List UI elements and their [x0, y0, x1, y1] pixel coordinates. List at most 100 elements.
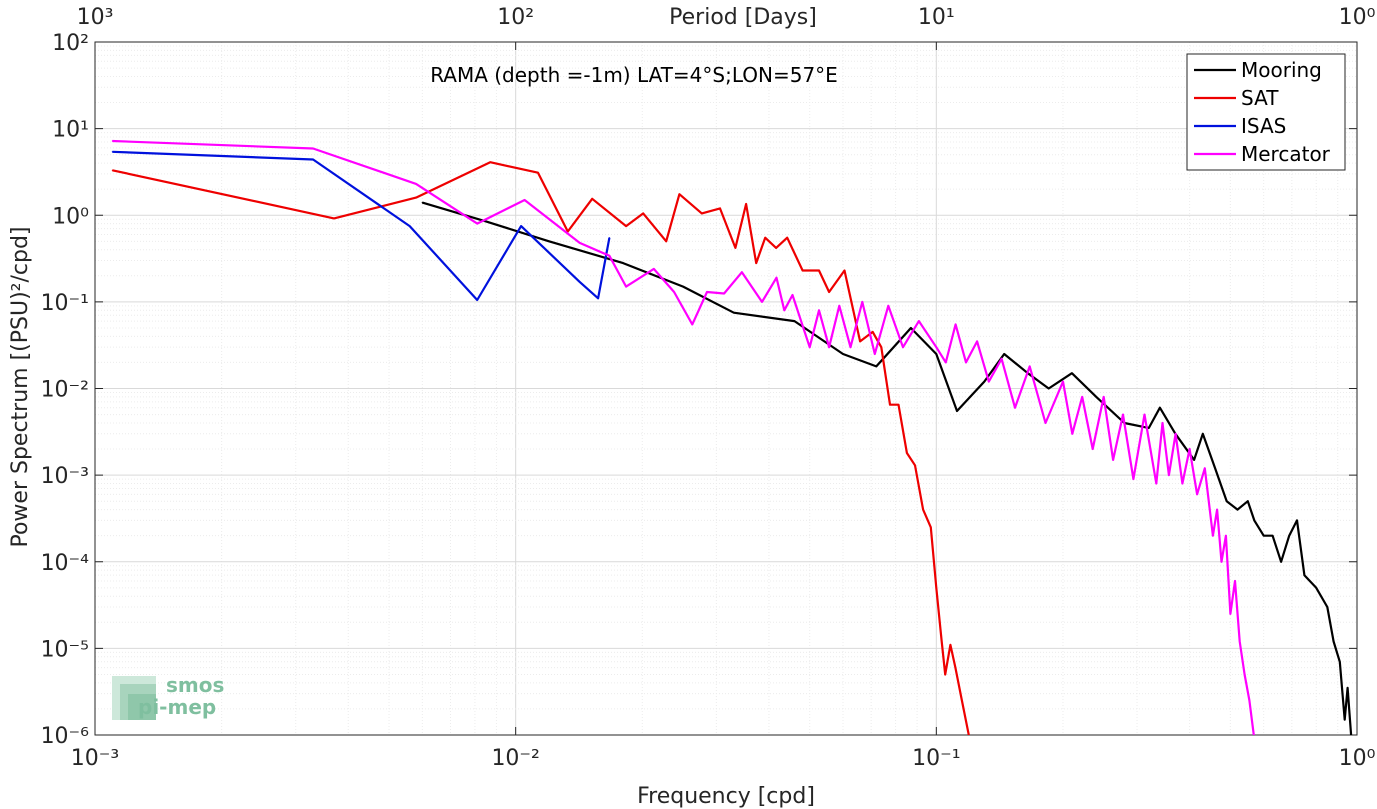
data-point-sat — [537, 172, 539, 174]
y-tick-label: 10¹ — [52, 118, 89, 143]
data-point-mercator — [1161, 422, 1164, 424]
data-point-mooring — [1095, 396, 1097, 398]
x-tick-label: 10⁻³ — [71, 746, 119, 771]
data-point-sat — [665, 240, 667, 242]
data-point-mercator — [625, 286, 627, 288]
data-point-mercator — [1143, 414, 1146, 416]
data-point-isas — [579, 281, 581, 283]
data-point-isas — [597, 297, 599, 299]
data-point-sat — [930, 526, 932, 528]
data-point-sat — [922, 509, 924, 511]
data-point-mercator — [1244, 673, 1246, 676]
data-point-mercator — [809, 346, 811, 348]
data-point-mercator — [1204, 467, 1206, 469]
data-point-isas — [312, 158, 314, 161]
data-point-sat — [567, 230, 569, 233]
data-point-mercator — [945, 361, 947, 363]
x-tick-label: 10⁰ — [1339, 746, 1376, 771]
data-point-mercator — [1248, 699, 1250, 702]
data-point-sat — [935, 587, 937, 589]
data-point-sat — [954, 667, 957, 669]
data-point-sat — [914, 464, 916, 466]
y-axis-title: Power Spectrum [(PSU)²/cpd] — [8, 226, 33, 547]
data-point-mooring — [548, 240, 550, 242]
data-point-isas — [608, 237, 611, 239]
data-point-mooring — [875, 365, 877, 367]
data-point-mercator — [1229, 613, 1231, 615]
data-point-mooring — [1247, 500, 1249, 502]
data-point-sat — [734, 247, 737, 249]
data-point-mercator — [818, 309, 820, 311]
data-point-mooring — [1296, 519, 1298, 522]
data-point-mercator — [524, 199, 526, 201]
y-tick-label: 10⁻⁶ — [41, 724, 90, 749]
data-point-mooring — [935, 353, 937, 355]
data-point-mooring — [1048, 387, 1050, 390]
data-point-mercator — [579, 242, 581, 244]
data-point-mercator — [988, 381, 990, 383]
data-point-sat — [775, 247, 777, 249]
data-point-mooring — [622, 262, 624, 264]
data-point-mooring — [1347, 687, 1349, 689]
data-point-mercator — [1062, 381, 1064, 383]
data-point-mercator — [723, 292, 725, 295]
data-point-mercator — [415, 183, 417, 185]
data-point-sat — [949, 644, 952, 646]
legend-label-sat: SAT — [1241, 86, 1279, 110]
data-point-sat — [961, 699, 963, 702]
data-point-mercator — [608, 255, 611, 257]
data-point-sat — [941, 640, 943, 643]
data-point-mercator — [1225, 535, 1227, 537]
data-point-sat — [489, 161, 491, 163]
data-point-mercator — [918, 320, 920, 322]
data-point-mooring — [1263, 535, 1265, 537]
data-point-mercator — [1029, 365, 1031, 367]
data-point-sat — [415, 197, 417, 199]
data-point-mercator — [1234, 580, 1236, 582]
data-point-mooring — [1236, 509, 1239, 511]
data-point-mercator — [1092, 448, 1094, 450]
chart-annotation: RAMA (depth =-1m) LAT=4°S;LON=57°E — [430, 63, 838, 87]
legend: Mooring SAT ISAS Mercator — [1186, 53, 1346, 171]
data-point-sat — [843, 269, 846, 272]
y-tick-label: 10⁻¹ — [41, 291, 89, 316]
data-point-mooring — [1344, 719, 1346, 721]
data-point-mercator — [312, 147, 314, 150]
data-point-sat — [802, 269, 804, 272]
data-point-mercator — [965, 361, 967, 363]
data-point-mercator — [1155, 482, 1157, 485]
data-point-sat — [828, 291, 830, 293]
data-point-mercator — [1112, 459, 1114, 461]
data-point-mooring — [1288, 535, 1290, 537]
data-point-mooring — [793, 320, 796, 322]
data-point-mooring — [1272, 535, 1274, 537]
y-tick-label: 10⁰ — [52, 204, 89, 229]
data-point-mooring — [1339, 661, 1341, 663]
series-layer — [111, 139, 1353, 735]
y-tick-label: 10² — [52, 31, 89, 56]
data-point-mooring — [1193, 459, 1195, 461]
data-point-sat — [678, 193, 681, 195]
grid — [94, 42, 1357, 736]
data-point-mercator — [791, 294, 794, 296]
data-point-mercator — [1175, 433, 1177, 435]
data-point-mooring — [421, 202, 423, 204]
data-point-sat — [111, 169, 113, 171]
data-point-sat — [859, 340, 861, 342]
data-point-mercator — [1239, 640, 1241, 643]
data-point-sat — [333, 217, 335, 219]
data-point-mercator — [849, 346, 852, 348]
data-point-sat — [745, 203, 747, 205]
data-point-sat — [786, 237, 788, 239]
data-point-mercator — [1001, 358, 1003, 360]
data-point-mercator — [1196, 493, 1198, 495]
data-point-sat — [719, 207, 721, 209]
data-point-mercator — [1212, 535, 1214, 537]
data-point-sat — [880, 346, 882, 348]
data-point-mercator — [775, 277, 778, 279]
data-point-mooring — [983, 381, 985, 383]
data-point-mooring — [1315, 587, 1317, 589]
legend-box — [1186, 53, 1346, 171]
logo-text-pimep: pi-mep — [138, 695, 216, 719]
data-point-mercator — [653, 268, 655, 270]
